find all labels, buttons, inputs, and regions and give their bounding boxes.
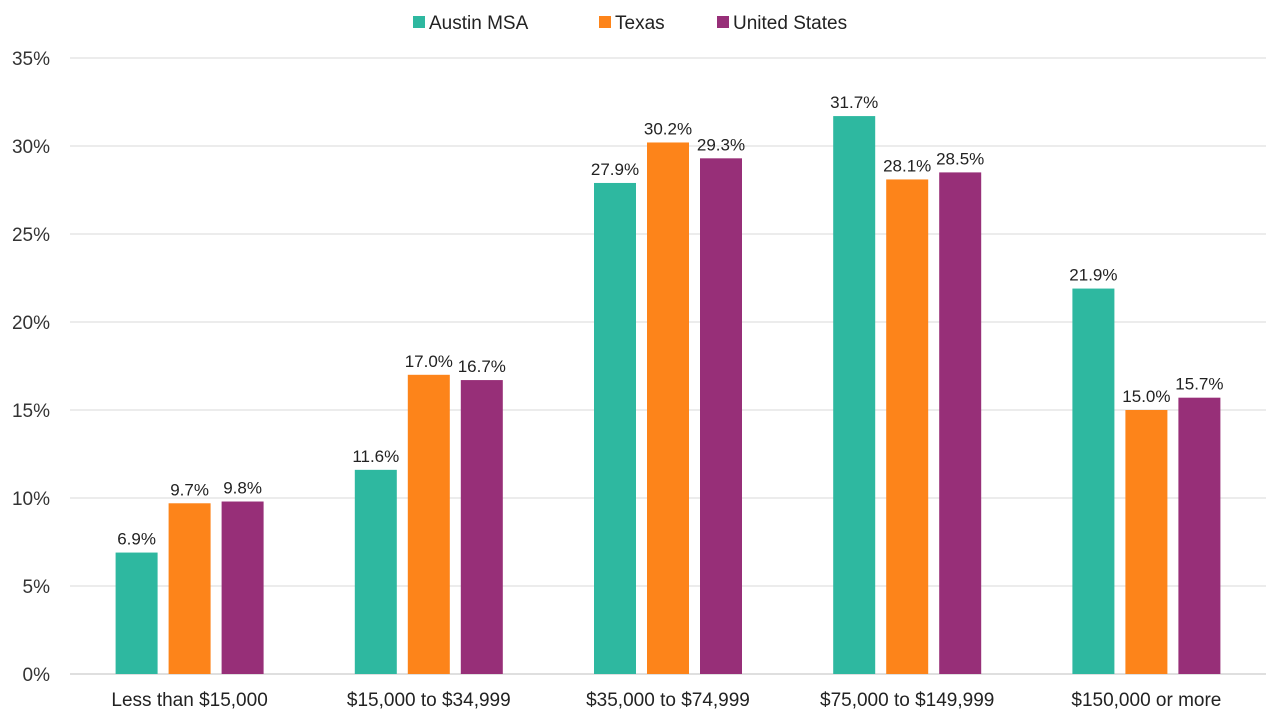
data-label: 11.6% xyxy=(352,447,399,466)
legend-label: Austin MSA xyxy=(429,13,529,34)
data-label: 31.7% xyxy=(830,93,878,112)
data-labels: 6.9% 9.7% 9.8% 11.6% 17.0% 16.7% 27.9% 30.2% 29.… xyxy=(117,93,1223,548)
y-tick-label: 25% xyxy=(12,225,50,246)
bar xyxy=(939,172,982,674)
legend-swatch xyxy=(413,16,425,28)
bar xyxy=(407,374,450,674)
legend-swatch xyxy=(599,16,611,28)
data-label: 9.8% xyxy=(223,479,262,498)
legend-label: United States xyxy=(733,13,847,34)
data-label: 17.0% xyxy=(405,352,453,371)
bar xyxy=(1125,410,1168,674)
y-tick-label: 15% xyxy=(12,401,50,422)
bar xyxy=(460,380,503,674)
y-tick-label: 5% xyxy=(23,577,51,598)
data-label: 30.2% xyxy=(644,119,692,138)
y-tick-label: 10% xyxy=(12,489,50,510)
x-axis: Less than $15,000 $15,000 to $34,999 $35,0… xyxy=(111,690,1221,711)
x-tick-label: $15,000 to $34,999 xyxy=(347,690,511,711)
data-label: 27.9% xyxy=(591,160,639,179)
bar xyxy=(886,179,929,674)
data-label: 28.1% xyxy=(883,156,931,175)
data-label: 29.3% xyxy=(697,135,745,154)
data-label: 6.9% xyxy=(117,530,156,549)
bar xyxy=(647,142,689,675)
y-axis: 0% 5% 10% 15% 20% 25% 30% 35% xyxy=(12,49,50,686)
data-label: 21.9% xyxy=(1069,266,1117,285)
bar xyxy=(833,116,876,674)
bar xyxy=(1072,288,1115,674)
bar xyxy=(221,501,264,674)
data-label: 16.7% xyxy=(458,357,506,376)
bars xyxy=(115,116,1221,675)
legend-label: Texas xyxy=(615,13,665,34)
bar xyxy=(700,158,742,674)
legend-swatch xyxy=(717,16,729,28)
data-label: 28.5% xyxy=(936,149,984,168)
bar xyxy=(1178,397,1221,674)
data-label: 9.7% xyxy=(170,480,209,499)
y-tick-label: 35% xyxy=(12,49,50,70)
bar xyxy=(594,182,636,674)
y-tick-label: 20% xyxy=(12,313,50,334)
x-tick-label: Less than $15,000 xyxy=(111,690,267,711)
bar xyxy=(354,469,397,674)
data-label: 15.7% xyxy=(1175,375,1223,394)
y-tick-label: 0% xyxy=(23,665,51,686)
legend: Austin MSA Texas United States xyxy=(413,13,847,34)
bar xyxy=(115,552,158,674)
data-label: 15.0% xyxy=(1122,387,1170,406)
y-tick-label: 30% xyxy=(12,137,50,158)
x-tick-label: $75,000 to $149,999 xyxy=(820,690,994,711)
x-tick-label: $150,000 or more xyxy=(1071,690,1221,711)
x-tick-label: $35,000 to $74,999 xyxy=(586,690,750,711)
bar xyxy=(168,503,211,674)
